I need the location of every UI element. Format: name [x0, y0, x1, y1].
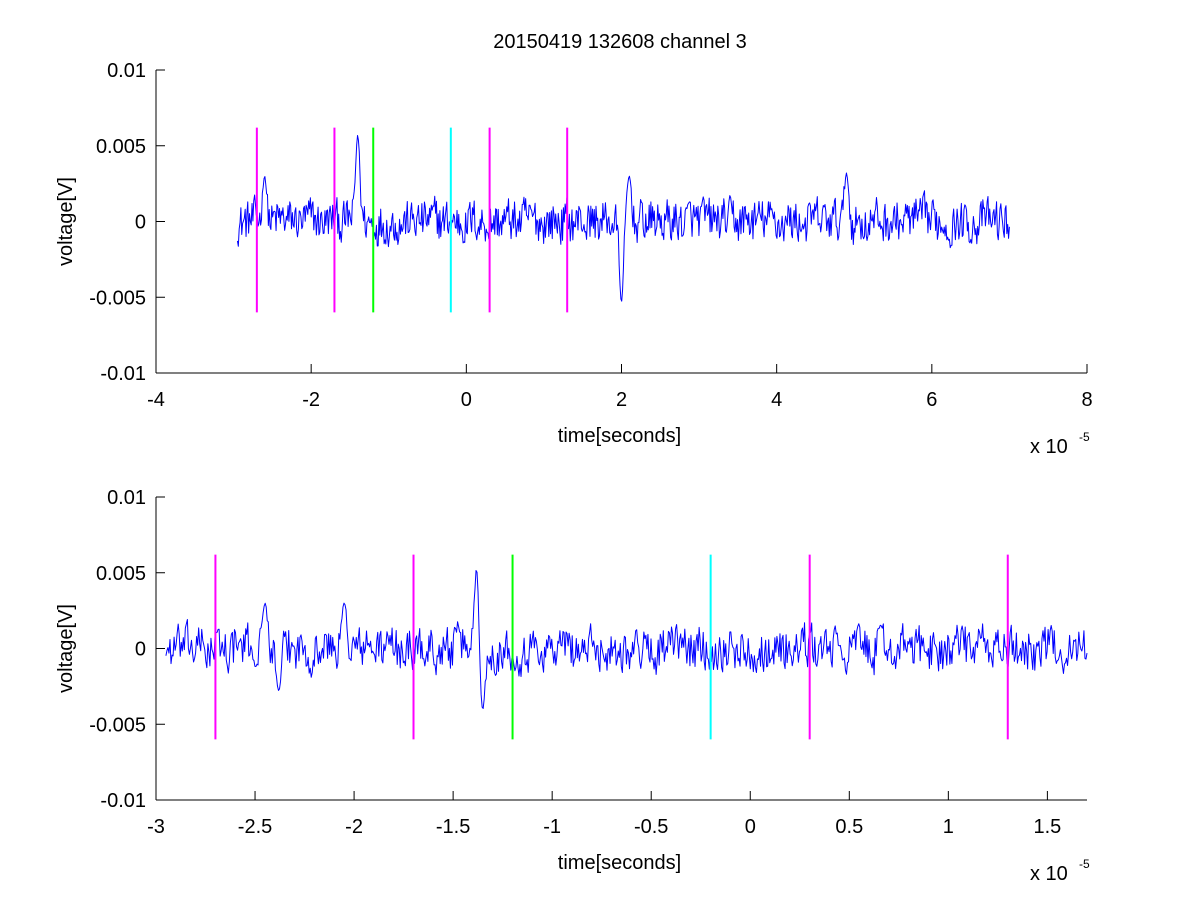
x-tick-label: -2 [302, 389, 320, 411]
y-tick-label: -0.01 [100, 790, 146, 812]
x-tick-label: -3 [147, 816, 165, 838]
signal-trace [165, 569, 1088, 709]
y-axis-title: voltage[V] [55, 177, 77, 266]
x-tick-label: -2.5 [238, 816, 272, 838]
signal-trace [236, 134, 1010, 302]
bottom-plot: -0.01 -0.005 0 0.005 0.01 -3 -2.5 -2 -1.5 -1 -0.5 0… [55, 487, 1090, 885]
x-tick-label: 0 [461, 389, 472, 411]
x-tick-label: -0.5 [634, 816, 668, 838]
x-tick-label: -2 [345, 816, 363, 838]
x-tick-label: 2 [616, 389, 627, 411]
x-axis-title: time[seconds] [558, 425, 681, 447]
x-tick-label: -1.5 [436, 816, 470, 838]
y-tick-label: -0.005 [89, 287, 146, 309]
y-axis-title: voltage[V] [55, 604, 77, 693]
x-axis-title: time[seconds] [558, 852, 681, 874]
y-tick-label: 0.01 [107, 487, 146, 509]
x-tick-label: -1 [543, 816, 561, 838]
x-tick-label: -4 [147, 389, 165, 411]
x-tick-label: 1.5 [1033, 816, 1061, 838]
x-exponent-power: -5 [1079, 430, 1090, 444]
y-tick-label: -0.01 [100, 363, 146, 385]
x-tick-label: 1 [943, 816, 954, 838]
figure-title: 20150419 132608 channel 3 [493, 31, 747, 53]
x-exponent-label: x 10 [1030, 863, 1068, 885]
x-tick-label: 0 [745, 816, 756, 838]
top-plot: -0.01 -0.005 0 0.005 0.01 -4 -2 0 2 4 6 8 time[secon… [55, 60, 1093, 458]
y-tick-label: 0.01 [107, 60, 146, 82]
y-tick-label: 0.005 [96, 563, 146, 585]
y-tick-label: -0.005 [89, 714, 146, 736]
x-tick-label: 4 [771, 389, 782, 411]
x-exponent-label: x 10 [1030, 436, 1068, 458]
x-tick-label: 8 [1081, 389, 1092, 411]
x-exponent-power: -5 [1079, 857, 1090, 871]
y-tick-label: 0 [135, 212, 146, 234]
x-tick-label: 6 [926, 389, 937, 411]
y-tick-label: 0 [135, 639, 146, 661]
x-tick-label: 0.5 [835, 816, 863, 838]
y-tick-label: 0.005 [96, 136, 146, 158]
